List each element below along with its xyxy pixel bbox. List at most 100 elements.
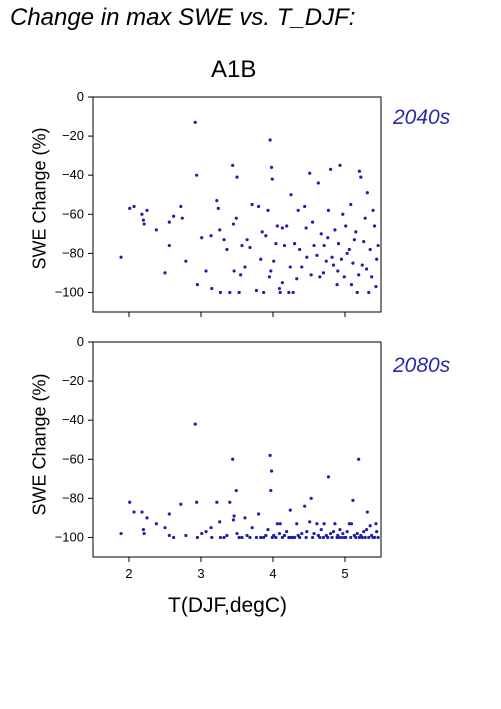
scatter-point bbox=[365, 528, 369, 532]
scatter-point bbox=[355, 290, 359, 295]
scatter-point bbox=[167, 533, 171, 538]
scatter-point bbox=[329, 531, 333, 536]
scatter-point bbox=[141, 528, 145, 532]
scatter-point bbox=[362, 529, 366, 534]
scatter-point bbox=[275, 224, 279, 228]
scatter-point bbox=[215, 198, 219, 203]
scatter-point bbox=[331, 263, 336, 267]
scatter-point bbox=[311, 535, 315, 540]
scatter-point bbox=[269, 469, 274, 473]
scatter-point bbox=[268, 453, 272, 457]
scatter-point bbox=[262, 535, 266, 540]
scatter-point bbox=[225, 247, 229, 252]
scatter-point bbox=[280, 281, 284, 285]
scatter-point bbox=[163, 271, 167, 275]
scatter-point bbox=[240, 535, 244, 540]
scatter-point bbox=[296, 208, 300, 212]
scatter-point bbox=[344, 535, 348, 540]
scatter-point bbox=[330, 255, 334, 259]
scatter-point bbox=[222, 535, 226, 540]
scatter-point bbox=[344, 224, 348, 228]
scatter-point bbox=[259, 535, 263, 540]
scatter-point bbox=[268, 138, 272, 142]
scatter-point bbox=[200, 531, 204, 536]
scatter-point bbox=[304, 535, 308, 540]
scatter-point bbox=[300, 265, 304, 269]
scatter-point bbox=[331, 529, 336, 534]
scatter-point bbox=[365, 267, 369, 271]
scatter-point bbox=[365, 191, 369, 195]
scatter-point bbox=[245, 533, 249, 538]
scatter-point bbox=[237, 535, 241, 540]
scatter-point bbox=[145, 516, 149, 520]
scatter-point bbox=[295, 522, 299, 526]
scatter-point bbox=[315, 522, 319, 526]
scatter-point bbox=[140, 212, 144, 216]
scatter-point bbox=[360, 263, 364, 267]
scatter-point bbox=[248, 535, 252, 540]
scatter-point bbox=[184, 533, 188, 538]
scatter-point bbox=[145, 208, 149, 212]
scatter-point bbox=[264, 234, 268, 238]
scatter-point bbox=[235, 175, 239, 179]
scatter-point bbox=[210, 286, 214, 291]
scatter-point bbox=[359, 175, 363, 179]
scatter-point bbox=[269, 488, 273, 493]
main-title: Change in max SWE vs. T_DJF: bbox=[10, 4, 356, 31]
scatter-point bbox=[342, 275, 346, 279]
y-tick-label: −40 bbox=[62, 412, 84, 427]
scatter-point bbox=[285, 529, 289, 534]
scatter-point bbox=[195, 535, 199, 540]
scatter-point bbox=[193, 120, 197, 125]
scatter-point bbox=[172, 535, 176, 540]
scatter-point bbox=[368, 524, 372, 528]
scatter-point bbox=[357, 457, 361, 461]
plot-frame bbox=[92, 96, 382, 313]
scatter-point bbox=[195, 500, 199, 504]
scatter-point bbox=[154, 228, 158, 232]
scatter-point bbox=[305, 255, 309, 259]
scatter-point bbox=[375, 257, 379, 261]
scatter-point bbox=[368, 247, 372, 252]
scatter-point bbox=[195, 173, 199, 177]
scatter-point bbox=[210, 535, 214, 540]
scatter-point bbox=[339, 535, 343, 540]
scatter-point bbox=[341, 531, 345, 536]
scatter-point bbox=[349, 522, 354, 526]
scatter-point bbox=[298, 535, 302, 540]
scatter-point bbox=[274, 535, 278, 540]
scatter-point bbox=[372, 535, 377, 540]
scatter-point bbox=[250, 526, 254, 530]
scatter-point bbox=[354, 230, 358, 234]
scatter-point bbox=[282, 533, 287, 538]
scatter-point bbox=[319, 232, 323, 236]
y-tick-label: −20 bbox=[62, 128, 84, 143]
scatter-point bbox=[355, 531, 359, 536]
scatter-point bbox=[141, 218, 145, 222]
scatter-point bbox=[216, 206, 220, 211]
scatter-point bbox=[254, 288, 259, 293]
scatter-point bbox=[234, 488, 238, 493]
x-tick-label: 4 bbox=[269, 566, 276, 581]
scatter-point bbox=[222, 238, 226, 242]
scatter-point bbox=[239, 273, 243, 277]
scatter-point bbox=[321, 271, 325, 275]
scatter-point bbox=[338, 528, 342, 532]
scatter-point bbox=[179, 204, 183, 209]
scatter-point bbox=[240, 243, 244, 248]
scatter-point bbox=[291, 290, 295, 295]
y-tick-label: 0 bbox=[77, 334, 84, 349]
x-tick-label: 2 bbox=[125, 566, 132, 581]
scatter-point bbox=[228, 500, 232, 504]
scatter-point bbox=[154, 522, 158, 526]
scatter-point bbox=[248, 245, 252, 250]
scatter-point bbox=[293, 535, 297, 540]
scatter-point bbox=[128, 206, 132, 211]
scatter-point bbox=[231, 222, 235, 226]
scatter-point bbox=[375, 529, 379, 534]
scatter-point bbox=[237, 290, 241, 295]
scatter-point bbox=[288, 265, 292, 269]
scatter-point bbox=[326, 475, 331, 479]
y-tick-label: −20 bbox=[62, 373, 84, 388]
scatter-point bbox=[272, 533, 276, 538]
